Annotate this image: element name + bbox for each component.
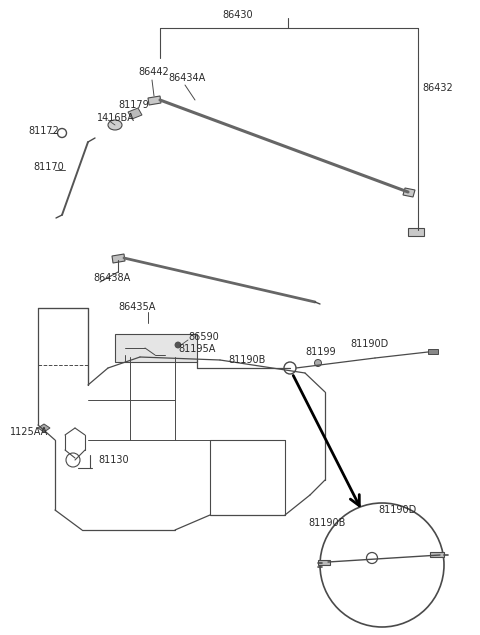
Circle shape bbox=[314, 359, 322, 366]
Text: 86432: 86432 bbox=[422, 83, 453, 93]
FancyBboxPatch shape bbox=[115, 334, 197, 362]
Text: 81130: 81130 bbox=[98, 455, 129, 465]
Text: 1125AA: 1125AA bbox=[10, 427, 48, 437]
Polygon shape bbox=[148, 96, 161, 105]
Text: 81195A: 81195A bbox=[178, 344, 216, 354]
Text: 81172: 81172 bbox=[28, 126, 59, 136]
Circle shape bbox=[175, 342, 181, 348]
Text: 81170: 81170 bbox=[33, 162, 64, 172]
FancyBboxPatch shape bbox=[430, 552, 444, 557]
Text: 86430: 86430 bbox=[222, 10, 252, 20]
Text: 86434A: 86434A bbox=[168, 73, 205, 83]
FancyBboxPatch shape bbox=[408, 228, 424, 236]
Text: 81190B: 81190B bbox=[308, 518, 346, 528]
Polygon shape bbox=[38, 424, 50, 432]
Text: 81190D: 81190D bbox=[378, 505, 416, 515]
Polygon shape bbox=[403, 188, 415, 197]
Text: 81179: 81179 bbox=[118, 100, 149, 110]
Polygon shape bbox=[112, 254, 125, 263]
Circle shape bbox=[284, 362, 296, 374]
Text: 81199: 81199 bbox=[305, 347, 336, 357]
Text: 81190B: 81190B bbox=[228, 355, 265, 365]
Text: 86438A: 86438A bbox=[93, 273, 130, 283]
Polygon shape bbox=[128, 108, 142, 119]
Text: 86590: 86590 bbox=[188, 332, 219, 342]
Text: 86442: 86442 bbox=[138, 67, 169, 77]
Text: 81190D: 81190D bbox=[350, 339, 388, 349]
Ellipse shape bbox=[108, 120, 122, 130]
FancyBboxPatch shape bbox=[318, 560, 330, 565]
FancyBboxPatch shape bbox=[428, 349, 438, 354]
Text: 1416BA: 1416BA bbox=[97, 113, 135, 123]
Text: 86435A: 86435A bbox=[118, 302, 156, 312]
Circle shape bbox=[320, 503, 444, 627]
